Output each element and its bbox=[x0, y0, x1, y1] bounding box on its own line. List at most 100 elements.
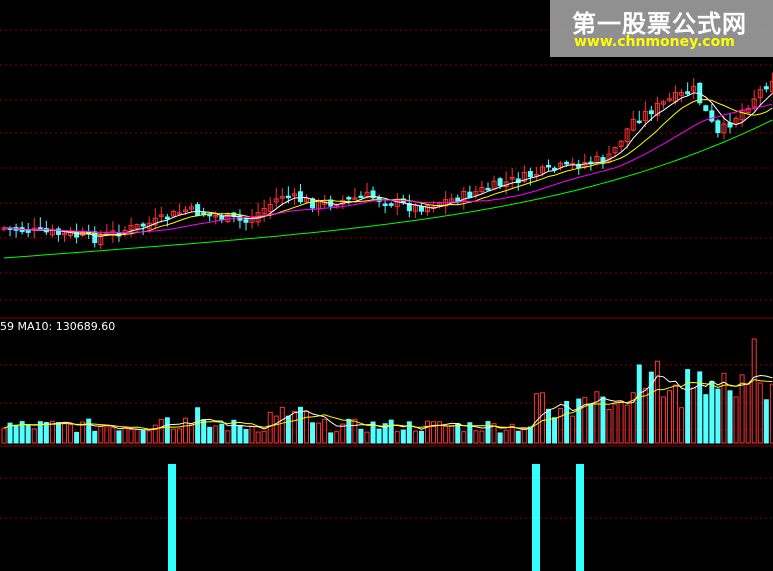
volume-bar bbox=[110, 427, 116, 444]
candle-body bbox=[243, 219, 249, 223]
volume-bar bbox=[485, 421, 491, 444]
volume-bar bbox=[86, 418, 92, 444]
candle-body bbox=[539, 166, 545, 174]
candle-body bbox=[467, 191, 473, 198]
candle-body bbox=[279, 196, 285, 199]
volume-bar bbox=[624, 404, 630, 444]
candle-body bbox=[358, 195, 364, 199]
candle-body bbox=[473, 191, 479, 196]
volume-bar bbox=[128, 428, 134, 444]
candle-body bbox=[134, 223, 140, 229]
candle-body bbox=[618, 140, 624, 147]
volume-bar bbox=[152, 424, 158, 444]
volume-bar bbox=[310, 422, 316, 444]
candle-body bbox=[654, 102, 660, 116]
signal-bar bbox=[168, 464, 176, 571]
volume-bar bbox=[654, 360, 660, 444]
candle-body bbox=[660, 101, 666, 105]
candle-body bbox=[249, 218, 255, 223]
volume-bar bbox=[443, 425, 449, 444]
volume-bar bbox=[515, 430, 521, 444]
volume-bar bbox=[618, 400, 624, 444]
candle-body bbox=[485, 187, 491, 191]
volume-bar bbox=[43, 421, 49, 444]
candle-body bbox=[370, 190, 376, 199]
volume-ma-lines bbox=[3, 374, 773, 431]
volume-bar bbox=[679, 407, 685, 444]
candle-body bbox=[425, 205, 430, 213]
volume-bar bbox=[473, 430, 479, 444]
candle-body bbox=[340, 199, 346, 205]
candle-body bbox=[558, 162, 564, 168]
candle-body bbox=[497, 178, 503, 187]
candle-body bbox=[606, 153, 612, 163]
candle-body bbox=[769, 80, 773, 93]
volume-bar bbox=[630, 392, 636, 444]
candle-body bbox=[552, 167, 558, 171]
volume-bar bbox=[328, 432, 334, 444]
signal-bar bbox=[532, 464, 540, 571]
volume-bar bbox=[769, 383, 773, 444]
volume-bar bbox=[394, 431, 400, 444]
volume-bar bbox=[31, 428, 37, 444]
volume-bar bbox=[170, 428, 176, 444]
volume-bar bbox=[558, 408, 564, 444]
volume-bar bbox=[134, 429, 140, 444]
candle-body bbox=[364, 191, 370, 199]
watermark-url: www.chnmoney.com bbox=[574, 34, 735, 50]
volume-bar bbox=[388, 419, 394, 444]
volume-bar bbox=[116, 430, 122, 444]
volume-bar bbox=[219, 423, 225, 444]
volume-bar bbox=[479, 430, 485, 444]
candle-body bbox=[207, 213, 213, 217]
volume-bar bbox=[80, 421, 86, 444]
ma60-line bbox=[3, 119, 773, 259]
candle-body bbox=[170, 210, 176, 217]
volume-bar bbox=[739, 374, 745, 444]
candle-body bbox=[546, 164, 551, 168]
candle-body bbox=[624, 128, 630, 143]
volume-bar bbox=[140, 430, 146, 444]
candle-body bbox=[679, 91, 685, 96]
volume-bar bbox=[673, 384, 679, 444]
volume-bar bbox=[146, 430, 152, 444]
candle-body bbox=[685, 91, 691, 95]
candle-body bbox=[285, 195, 291, 199]
volume-bar bbox=[636, 364, 642, 444]
volume-bar bbox=[431, 421, 437, 444]
volume-bar bbox=[660, 396, 666, 444]
volume-bar bbox=[176, 428, 182, 444]
volume-bars bbox=[1, 338, 773, 444]
volume-bar bbox=[503, 429, 509, 444]
volume-bar bbox=[285, 415, 291, 444]
volume-bar bbox=[279, 406, 285, 444]
volume-bar bbox=[37, 421, 43, 444]
volume-bar bbox=[727, 390, 733, 444]
volume-bar bbox=[346, 418, 352, 444]
candle-body bbox=[763, 86, 769, 90]
candle-body bbox=[176, 212, 182, 215]
volume-bar bbox=[412, 430, 418, 444]
volume-bar bbox=[55, 422, 61, 444]
volume-bar bbox=[13, 424, 19, 444]
volume-bar bbox=[703, 394, 709, 444]
candle-body bbox=[189, 206, 195, 210]
candle-body bbox=[721, 123, 727, 134]
candle-body bbox=[382, 203, 388, 207]
volume-bar bbox=[231, 419, 237, 444]
candle-body bbox=[261, 207, 267, 215]
volume-bar bbox=[576, 398, 582, 444]
volume-bar bbox=[164, 417, 170, 444]
candle-body bbox=[140, 223, 146, 227]
volume-bar bbox=[273, 415, 279, 444]
candle-body bbox=[195, 204, 201, 216]
candle-body bbox=[667, 98, 672, 101]
ma5-line bbox=[3, 92, 773, 237]
volume-bar bbox=[158, 418, 164, 444]
volume-bar bbox=[291, 410, 297, 444]
candle-body bbox=[291, 193, 297, 197]
volume-bar bbox=[74, 431, 80, 444]
volume-bar bbox=[467, 422, 473, 444]
volume-bar bbox=[751, 338, 757, 444]
candle-body bbox=[703, 105, 709, 111]
